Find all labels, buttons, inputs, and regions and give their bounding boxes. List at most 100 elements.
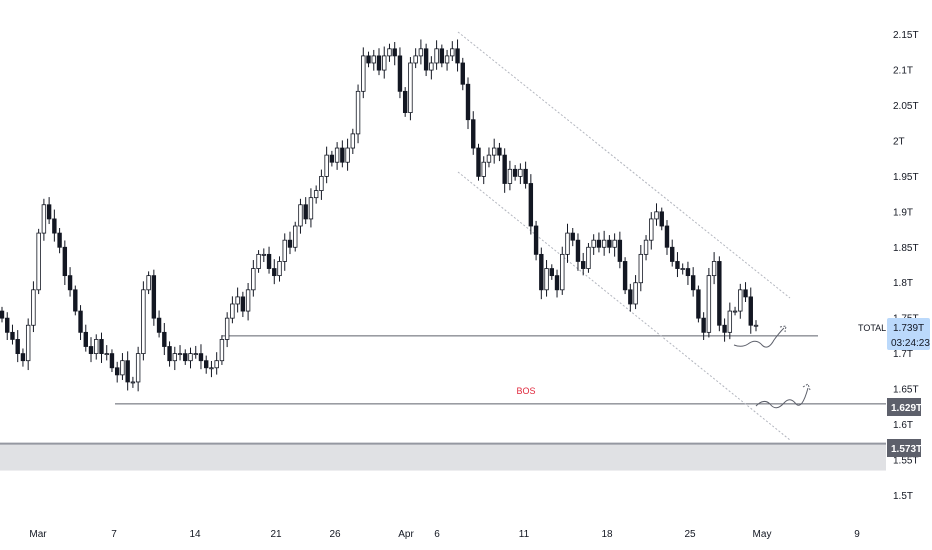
candle-body xyxy=(486,154,492,163)
candle-body xyxy=(654,211,659,220)
candles-group xyxy=(0,39,759,392)
candle-body xyxy=(476,147,481,177)
candle-body xyxy=(172,353,177,362)
candle-body xyxy=(282,239,287,262)
candle-body xyxy=(324,154,329,177)
candle-body xyxy=(5,317,10,333)
candle-body xyxy=(256,253,261,269)
candle-body xyxy=(491,147,497,156)
level-tag-1573-text: 1.573T xyxy=(891,444,922,455)
x-tick-label: Mar xyxy=(29,529,47,540)
candle-body xyxy=(62,246,68,277)
candle-body xyxy=(711,261,717,277)
x-tick-label: 14 xyxy=(189,529,201,540)
x-tick-label: Apr xyxy=(398,529,414,540)
candle-body xyxy=(287,239,293,248)
candle-body xyxy=(251,268,256,291)
symbol-label: TOTAL xyxy=(858,323,886,333)
candle-body xyxy=(345,147,350,163)
x-tick-label: 26 xyxy=(329,529,341,540)
candle-body xyxy=(135,353,141,383)
candle-body xyxy=(25,324,31,362)
candle-body xyxy=(717,261,722,326)
x-tick-label: 25 xyxy=(684,529,696,540)
y-tick-label: 1.65T xyxy=(893,385,919,396)
candle-body xyxy=(607,239,612,248)
candle-body xyxy=(675,261,680,269)
candle-body xyxy=(204,360,209,369)
y-axis[interactable]: 2.15T2.1T2.05T2T1.95T1.9T1.85T1.8T1.75T1… xyxy=(893,30,919,502)
candle-body xyxy=(387,48,392,57)
candle-body xyxy=(355,90,361,135)
candle-body xyxy=(209,367,214,370)
last-price-tag-background xyxy=(887,318,930,350)
candle-body xyxy=(224,317,230,340)
channel-upper-line xyxy=(457,31,791,299)
candle-body xyxy=(308,197,314,220)
x-tick-label: 7 xyxy=(111,529,117,540)
x-tick-label: May xyxy=(753,529,772,540)
candle-body xyxy=(272,268,277,277)
candle-body xyxy=(15,339,20,355)
level-tag-1629-background xyxy=(887,398,921,416)
y-tick-label: 1.6T xyxy=(893,420,913,431)
candle-body xyxy=(46,204,52,220)
candle-body xyxy=(439,48,445,64)
candle-body xyxy=(219,339,225,362)
candle-body xyxy=(57,232,62,248)
y-tick-label: 1.55T xyxy=(893,455,919,466)
candle-body xyxy=(560,253,565,291)
candle-body xyxy=(738,289,743,312)
demand-zone xyxy=(0,444,886,471)
candle-body xyxy=(497,147,502,156)
candle-body xyxy=(413,55,418,64)
candle-body xyxy=(361,55,366,92)
candle-body xyxy=(664,225,670,248)
candle-body xyxy=(109,353,115,369)
last-price-tag[interactable]: 1.739T 03:24:23 xyxy=(887,318,930,350)
candle-body xyxy=(114,367,120,376)
candle-body xyxy=(727,310,733,333)
candle-body xyxy=(371,55,376,64)
candle-body xyxy=(303,204,308,220)
candle-body xyxy=(31,289,36,326)
channel-lower-line xyxy=(457,171,791,441)
candle-body xyxy=(188,353,193,362)
candle-body xyxy=(591,239,596,248)
x-axis[interactable]: Mar 7 14 21 26 Apr 6 11 18 25 May 9 xyxy=(29,529,860,540)
candle-body xyxy=(0,310,5,319)
candle-body xyxy=(10,331,15,340)
candle-body xyxy=(366,55,371,64)
candle-body xyxy=(455,48,460,64)
candle-body xyxy=(83,331,88,347)
candle-body xyxy=(418,48,424,57)
candle-body xyxy=(313,190,319,199)
candle-body xyxy=(434,48,439,64)
projection-arrow-lower xyxy=(802,383,811,391)
candle-body xyxy=(544,268,549,291)
candle-body xyxy=(120,360,125,376)
candle-body xyxy=(245,289,251,312)
candle-body xyxy=(78,310,83,333)
candle-body xyxy=(141,289,146,355)
bos-label: BOS xyxy=(516,386,535,396)
candle-body xyxy=(104,353,109,356)
candle-body xyxy=(554,275,560,291)
candle-body xyxy=(423,48,429,71)
candle-body xyxy=(334,147,340,163)
x-tick-label: 9 xyxy=(854,529,860,540)
y-tick-label: 2.1T xyxy=(893,66,913,77)
candle-body xyxy=(471,119,476,149)
y-tick-label: 1.9T xyxy=(893,207,913,218)
x-tick-label: 6 xyxy=(434,529,440,540)
level-tag-1573: 1.573T xyxy=(887,439,922,457)
candle-body xyxy=(193,353,198,356)
candle-body xyxy=(94,339,99,355)
candle-body xyxy=(397,55,403,92)
candle-body xyxy=(266,253,272,269)
candle-body xyxy=(743,289,748,298)
candle-body xyxy=(167,346,172,362)
candle-body xyxy=(533,225,539,255)
candle-body xyxy=(549,268,554,277)
